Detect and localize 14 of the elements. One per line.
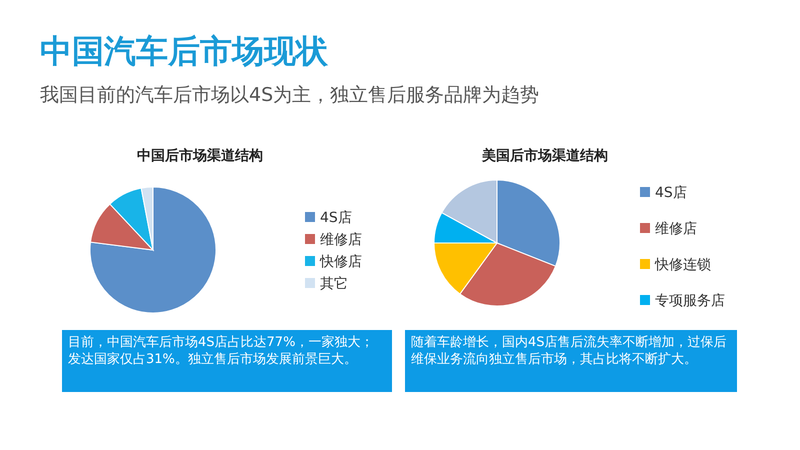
legend-label: 4S店	[655, 185, 687, 201]
text: 随着车龄增长，国内4S店售后流失率不断增加，过保后维保业务流向独立售后市场，其占比将不断扩大。	[405, 330, 737, 392]
legend-label: 维修店	[320, 232, 362, 248]
legend-label: 快修连锁	[654, 257, 711, 273]
legend-label: 维修店	[655, 221, 697, 237]
chart-title: 美国后市场渠道结构	[481, 147, 608, 164]
legend-label: 4S店	[320, 210, 352, 226]
legend-label: 专项服务店	[655, 293, 725, 309]
text: 目前，中国汽车后市场4S店占比达77%，一家独大；发达国家仅占31%。独立售后市场发展前景巨大。	[62, 330, 392, 392]
chart-title: 中国后市场渠道结构	[137, 147, 263, 164]
text: 我国目前的汽车后市场以4S为主，独立售后服务品牌为趋势	[40, 83, 540, 108]
legend-label: 快修店	[319, 254, 362, 270]
legend-label: 其它	[320, 276, 348, 292]
text: 中国汽车后市场现状	[40, 31, 328, 72]
